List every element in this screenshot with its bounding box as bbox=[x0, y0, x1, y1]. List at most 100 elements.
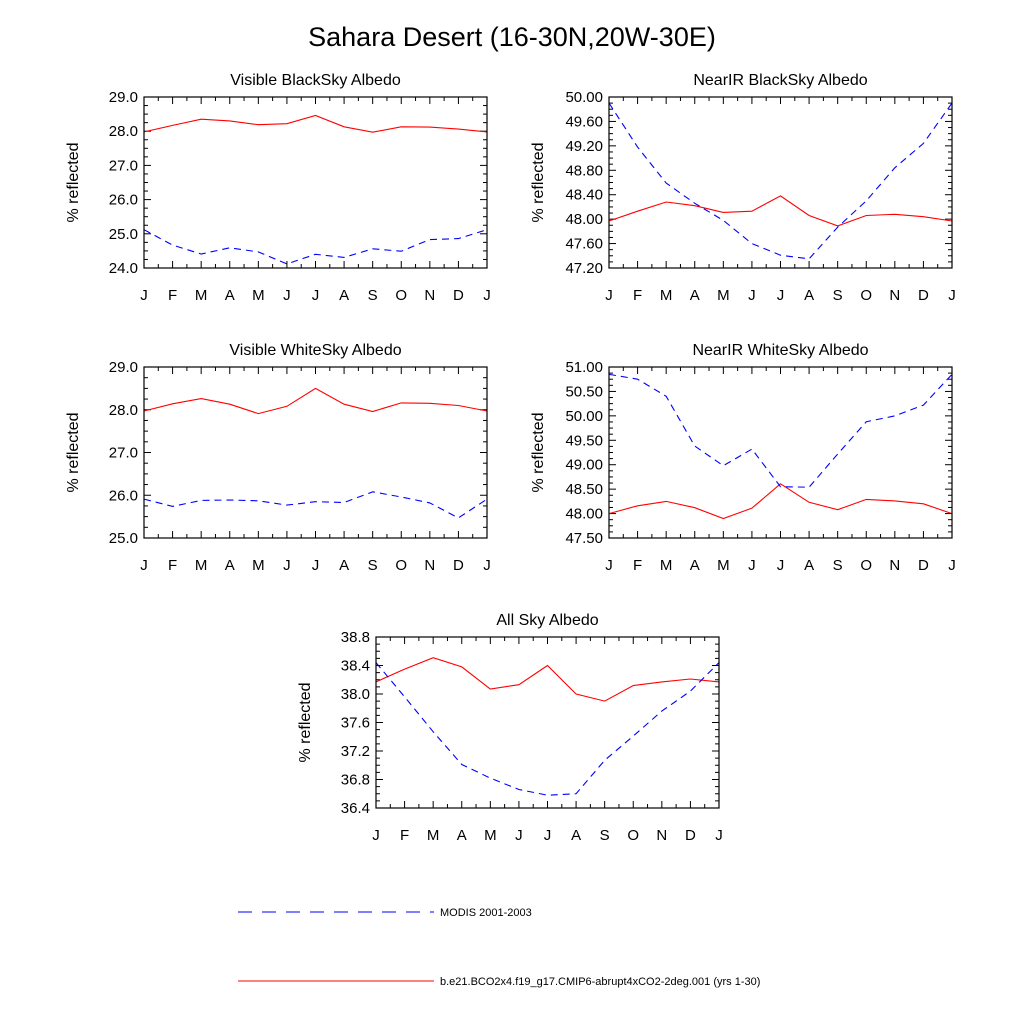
y-tick-label: 47.50 bbox=[565, 530, 603, 547]
y-tick-label: 48.50 bbox=[565, 481, 603, 498]
x-tick-label: O bbox=[395, 287, 407, 304]
plot-frame bbox=[608, 96, 953, 269]
x-tick-label: J bbox=[312, 287, 320, 304]
x-tick-label: N bbox=[424, 557, 435, 574]
x-tick-label: A bbox=[690, 287, 700, 304]
series-line-model bbox=[608, 483, 953, 520]
x-tick-label: O bbox=[860, 557, 872, 574]
series-line-model bbox=[375, 657, 720, 702]
x-tick-label: N bbox=[889, 287, 900, 304]
legend-modis-label: MODIS 2001-2003 bbox=[440, 907, 532, 919]
x-tick-label: J bbox=[715, 827, 723, 844]
x-tick-label: J bbox=[544, 827, 552, 844]
x-tick-label: A bbox=[225, 287, 235, 304]
x-tick-label: J bbox=[748, 287, 756, 304]
y-tick-label: 25.0 bbox=[109, 530, 138, 547]
x-tick-label: J bbox=[483, 557, 491, 574]
x-tick-label: M bbox=[252, 557, 265, 574]
y-tick-label: 28.0 bbox=[109, 402, 138, 419]
x-tick-label: J bbox=[283, 287, 291, 304]
x-tick-label: M bbox=[717, 557, 730, 574]
x-tick-label: F bbox=[633, 287, 642, 304]
x-tick-label: J bbox=[748, 557, 756, 574]
series-line-modis bbox=[143, 491, 488, 519]
x-tick-label: J bbox=[140, 287, 148, 304]
x-tick-label: J bbox=[605, 287, 613, 304]
legend: MODIS 2001-2003 b.e21.BCO2x4.f19_g17.CMI… bbox=[238, 907, 760, 988]
x-tick-label: A bbox=[571, 827, 581, 844]
y-tick-label: 27.0 bbox=[109, 157, 138, 174]
y-axis-label: % reflected bbox=[65, 412, 82, 492]
figure-title: Sahara Desert (16-30N,20W-30E) bbox=[308, 22, 716, 52]
plot-frame bbox=[143, 366, 488, 539]
series-line-model bbox=[143, 387, 488, 415]
y-tick-label: 51.00 bbox=[565, 359, 603, 376]
x-tick-label: F bbox=[168, 287, 177, 304]
x-tick-label: A bbox=[690, 557, 700, 574]
x-tick-label: O bbox=[627, 827, 639, 844]
panel-title: NearIR WhiteSky Albedo bbox=[692, 342, 868, 359]
x-tick-label: A bbox=[804, 557, 814, 574]
y-tick-label: 24.0 bbox=[109, 260, 138, 277]
y-tick-label: 48.00 bbox=[565, 506, 603, 523]
x-tick-label: J bbox=[948, 557, 956, 574]
y-tick-label: 36.4 bbox=[341, 800, 370, 817]
x-tick-label: J bbox=[777, 287, 785, 304]
x-tick-label: J bbox=[948, 287, 956, 304]
x-tick-label: M bbox=[252, 287, 265, 304]
y-tick-label: 38.4 bbox=[341, 658, 370, 675]
x-tick-label: M bbox=[427, 827, 440, 844]
y-axis-label: % reflected bbox=[297, 682, 314, 762]
x-tick-label: N bbox=[656, 827, 667, 844]
y-tick-label: 29.0 bbox=[109, 359, 138, 376]
y-tick-label: 38.8 bbox=[341, 629, 370, 646]
x-tick-label: J bbox=[483, 287, 491, 304]
y-tick-label: 48.00 bbox=[565, 211, 603, 228]
y-tick-label: 37.2 bbox=[341, 743, 370, 760]
x-tick-label: J bbox=[283, 557, 291, 574]
x-tick-label: F bbox=[400, 827, 409, 844]
x-tick-label: A bbox=[339, 557, 349, 574]
x-tick-label: D bbox=[918, 287, 929, 304]
x-tick-label: N bbox=[424, 287, 435, 304]
y-axis-label: % reflected bbox=[530, 142, 547, 222]
plot-frame bbox=[143, 96, 488, 269]
series-line-modis bbox=[143, 229, 488, 265]
legend-model-label: b.e21.BCO2x4.f19_g17.CMIP6-abrupt4xCO2-2… bbox=[440, 976, 760, 988]
series-line-modis bbox=[375, 662, 720, 796]
y-tick-label: 36.8 bbox=[341, 772, 370, 789]
x-tick-label: F bbox=[633, 557, 642, 574]
panel-title: Visible BlackSky Albedo bbox=[230, 72, 401, 89]
y-tick-label: 47.60 bbox=[565, 236, 603, 253]
x-tick-label: A bbox=[804, 287, 814, 304]
panel-title: All Sky Albedo bbox=[496, 612, 598, 629]
x-tick-label: F bbox=[168, 557, 177, 574]
y-axis-label: % reflected bbox=[65, 142, 82, 222]
series-line-modis bbox=[608, 373, 953, 488]
y-tick-label: 49.00 bbox=[565, 457, 603, 474]
y-tick-label: 48.40 bbox=[565, 187, 603, 204]
series-line-modis bbox=[608, 102, 953, 260]
x-tick-label: A bbox=[339, 287, 349, 304]
x-tick-label: O bbox=[395, 557, 407, 574]
x-tick-label: D bbox=[918, 557, 929, 574]
y-axis-label: % reflected bbox=[530, 412, 547, 492]
x-tick-label: J bbox=[605, 557, 613, 574]
panel-title: NearIR BlackSky Albedo bbox=[693, 72, 867, 89]
x-tick-label: D bbox=[453, 557, 464, 574]
y-tick-label: 26.0 bbox=[109, 192, 138, 209]
y-tick-label: 48.80 bbox=[565, 162, 603, 179]
x-tick-label: S bbox=[833, 287, 843, 304]
x-tick-label: N bbox=[889, 557, 900, 574]
series-line-model bbox=[143, 114, 488, 133]
x-tick-label: S bbox=[368, 287, 378, 304]
x-tick-label: J bbox=[515, 827, 523, 844]
y-tick-label: 27.0 bbox=[109, 445, 138, 462]
y-tick-label: 26.0 bbox=[109, 487, 138, 504]
x-tick-label: A bbox=[457, 827, 467, 844]
